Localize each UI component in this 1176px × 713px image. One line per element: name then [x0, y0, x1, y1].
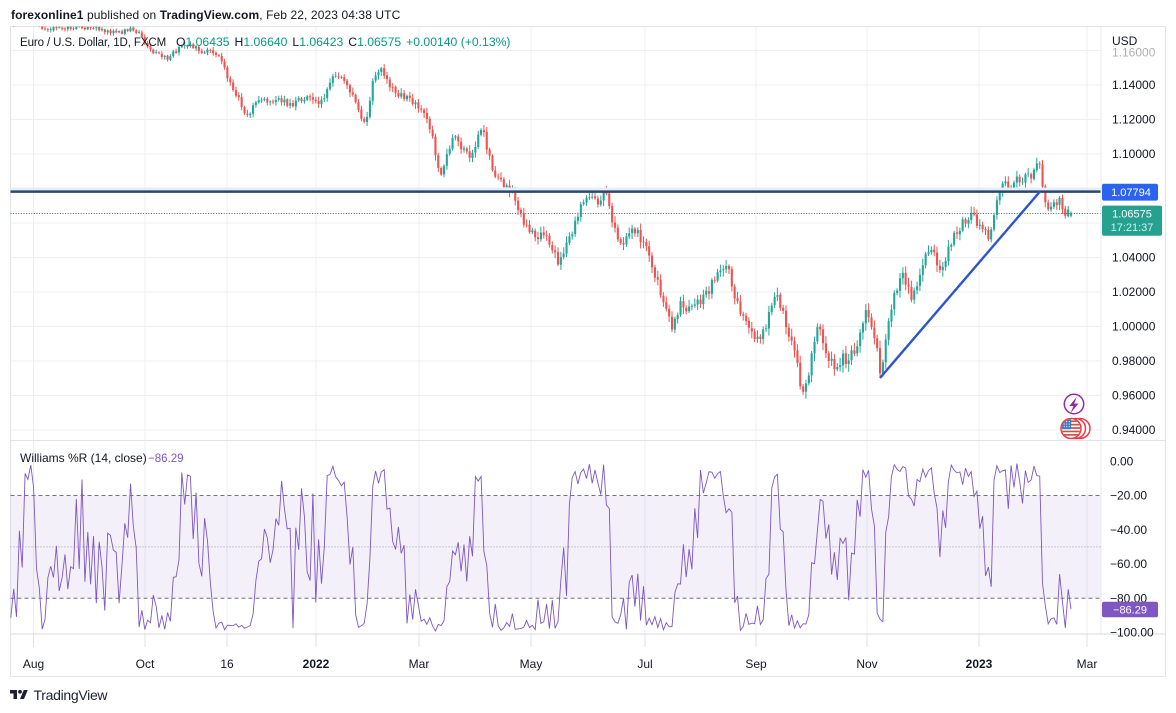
svg-text:1.10000: 1.10000: [1112, 147, 1156, 161]
svg-text:TradingView: TradingView: [34, 687, 109, 703]
svg-text:−20.00: −20.00: [1110, 489, 1147, 503]
svg-text:0.94000: 0.94000: [1112, 423, 1156, 437]
svg-text:1.14000: 1.14000: [1112, 78, 1156, 92]
svg-text:16: 16: [220, 657, 234, 671]
svg-text:1.07794: 1.07794: [1111, 187, 1151, 199]
svg-text:−86.29: −86.29: [1113, 604, 1147, 616]
svg-text:1.16000: 1.16000: [1112, 46, 1156, 60]
svg-text:1.12000: 1.12000: [1112, 113, 1156, 127]
svg-text:Mar: Mar: [409, 657, 430, 671]
svg-text:2023: 2023: [966, 657, 993, 671]
svg-text:0.00: 0.00: [1110, 455, 1134, 469]
svg-text:Nov: Nov: [856, 657, 877, 671]
svg-text:0.96000: 0.96000: [1112, 389, 1156, 403]
svg-text:Euro / U.S. Dollar, 1D, FXCM: Euro / U.S. Dollar, 1D, FXCM: [20, 37, 166, 49]
svg-text:−60.00: −60.00: [1110, 557, 1147, 571]
svg-text:−86.29: −86.29: [148, 453, 184, 465]
svg-text:May: May: [520, 657, 543, 671]
svg-text:−100.00: −100.00: [1110, 626, 1154, 640]
svg-text:17:21:37: 17:21:37: [1111, 222, 1154, 234]
svg-text:Sep: Sep: [745, 657, 767, 671]
svg-text:forexonline1 published on Trad: forexonline1 published on TradingView.co…: [11, 8, 401, 22]
svg-text:Jul: Jul: [637, 657, 652, 671]
svg-text:Mar: Mar: [1077, 657, 1098, 671]
svg-text:1.06575: 1.06575: [1112, 209, 1152, 221]
svg-text:1.02000: 1.02000: [1112, 285, 1156, 299]
svg-text:Williams %R (14, close): Williams %R (14, close): [20, 451, 147, 465]
svg-text:2022: 2022: [303, 657, 330, 671]
svg-text:1.04000: 1.04000: [1112, 251, 1156, 265]
svg-text:1.00000: 1.00000: [1112, 320, 1156, 334]
svg-text:Oct: Oct: [136, 657, 155, 671]
svg-text:USD: USD: [1112, 34, 1138, 48]
svg-text:−40.00: −40.00: [1110, 523, 1147, 537]
svg-text:Aug: Aug: [23, 657, 44, 671]
svg-text:0.98000: 0.98000: [1112, 354, 1156, 368]
